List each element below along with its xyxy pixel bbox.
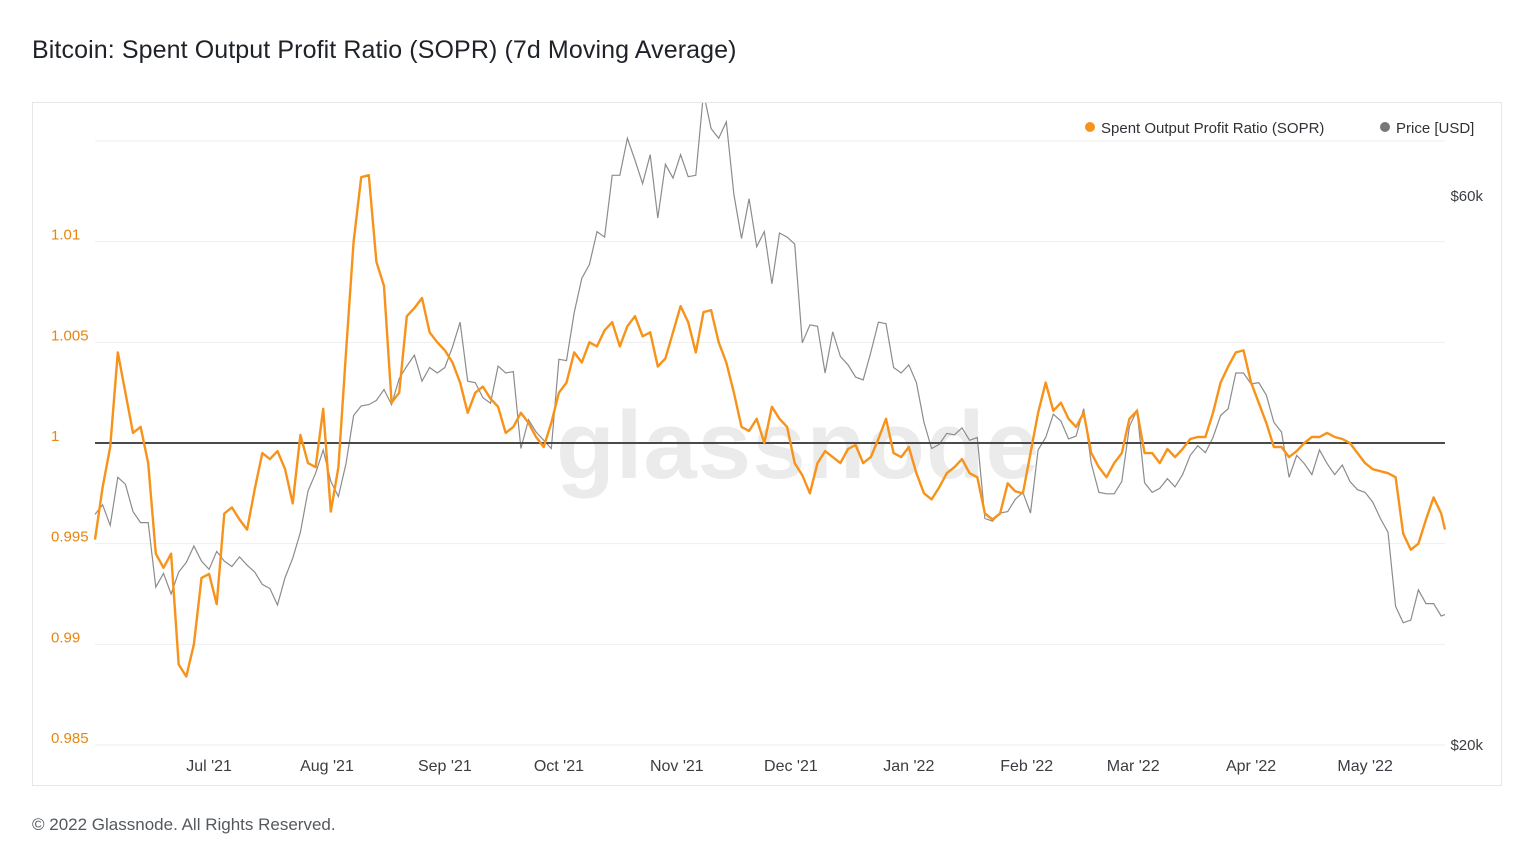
legend: Spent Output Profit Ratio (SOPR) Price [… <box>1085 120 1474 137</box>
x-tick-label: Nov '21 <box>650 758 704 775</box>
legend-price-label: Price [USD] <box>1396 120 1474 137</box>
y-right-tick-label: $20k <box>1450 737 1483 754</box>
x-tick-label: Feb '22 <box>1000 758 1053 775</box>
y-right-tick-label: $60k <box>1450 188 1483 205</box>
price-series-line <box>94 103 1446 624</box>
chart-panel: glassnode 0.985 0.99 0.995 1 1.005 1.01 $20k $… <box>32 102 1502 786</box>
y-left-tick-label: 0.985 <box>51 730 89 747</box>
y-left-tick-label: 1.01 <box>51 227 80 244</box>
x-tick-label: Apr '22 <box>1226 758 1276 775</box>
x-tick-label: Jul '21 <box>186 758 232 775</box>
y-left-tick-label: 0.995 <box>51 529 89 546</box>
copyright-footer: © 2022 Glassnode. All Rights Reserved. <box>32 815 336 834</box>
y-left-tick-label: 1.005 <box>51 327 89 344</box>
x-tick-label: Jan '22 <box>883 758 934 775</box>
grid <box>95 140 1445 746</box>
legend-sopr-label: Spent Output Profit Ratio (SOPR) <box>1101 120 1324 137</box>
right-axis: $20k $60k <box>1450 188 1483 754</box>
x-tick-label: May '22 <box>1337 758 1393 775</box>
watermark: glassnode <box>556 392 1040 499</box>
y-left-tick-label: 0.99 <box>51 629 80 646</box>
left-axis: 0.985 0.99 0.995 1 1.005 1.01 <box>51 227 89 747</box>
chart-title: Bitcoin: Spent Output Profit Ratio (SOPR… <box>32 36 737 64</box>
legend-price-dot <box>1380 122 1390 132</box>
y-left-tick-label: 1 <box>51 428 59 445</box>
x-axis: Jul '21 Aug '21 Sep '21 Oct '21 Nov '21 Dec '… <box>186 758 1393 775</box>
x-tick-label: Dec '21 <box>764 758 818 775</box>
x-tick-label: Oct '21 <box>534 758 584 775</box>
legend-sopr-dot <box>1085 122 1095 132</box>
x-tick-label: Aug '21 <box>300 758 354 775</box>
x-tick-label: Mar '22 <box>1107 758 1160 775</box>
sopr-series-line <box>93 174 1447 678</box>
x-tick-label: Sep '21 <box>418 758 472 775</box>
